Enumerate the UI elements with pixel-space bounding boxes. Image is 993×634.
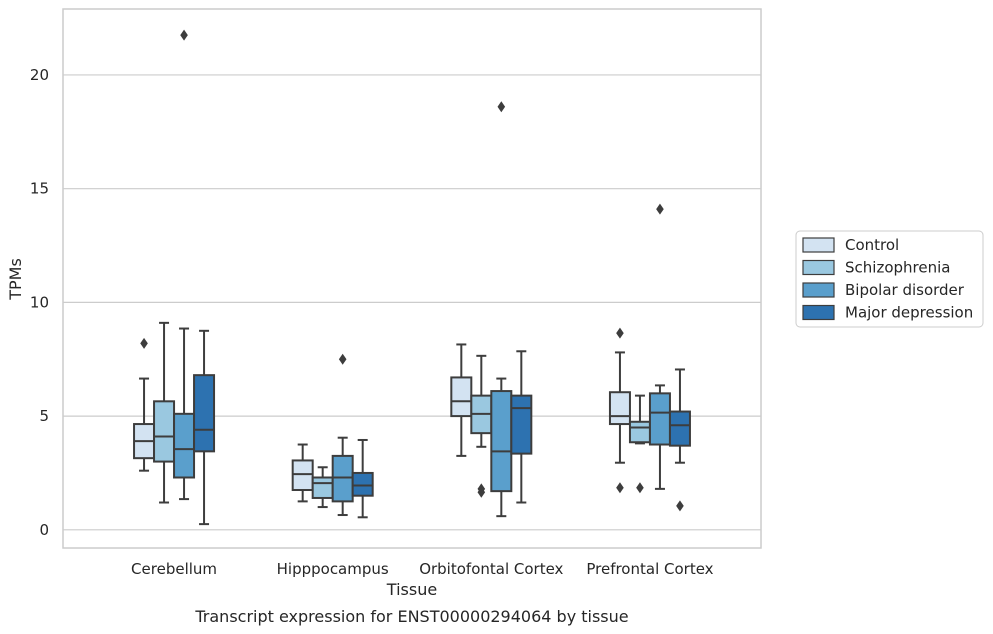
box-iqr <box>628 420 651 444</box>
box-iqr <box>608 391 631 426</box>
box-iqr <box>311 476 334 499</box>
outlier-point <box>497 101 506 113</box>
outlier-point <box>616 327 624 339</box>
box-iqr <box>648 392 671 446</box>
box-control <box>450 343 473 457</box>
box-major-depression <box>351 438 374 519</box>
box-major-depression <box>193 329 216 526</box>
x-axis-title: Tissue <box>386 580 437 599</box>
x-tick-label: Hipppocampus <box>277 560 389 578</box>
outlier-point <box>676 500 684 512</box>
box-iqr <box>510 394 533 455</box>
box-iqr <box>153 400 176 463</box>
box-iqr <box>173 412 196 479</box>
x-tick-label: Cerebellum <box>131 560 217 578</box>
box-control <box>291 443 314 503</box>
box-iqr <box>668 410 691 447</box>
y-tick-labels: 0 5 10 15 20 <box>30 66 49 539</box>
legend-label: Major depression <box>845 304 973 322</box>
outlier-point <box>656 203 664 215</box>
box-major-depression <box>510 350 533 504</box>
chart-caption: Transcript expression for ENST0000029406… <box>194 607 628 626</box>
box-iqr <box>351 471 374 497</box>
legend-frame <box>795 230 984 328</box>
x-tick-label: Prefrontal Cortex <box>586 560 713 578</box>
plot-frame <box>62 8 762 549</box>
y-tick-label: 20 <box>30 66 49 84</box>
outlier-point <box>616 482 624 494</box>
box-schizophrenia <box>470 354 493 498</box>
box-iqr <box>450 376 473 418</box>
y-tick-label: 0 <box>39 521 49 539</box>
box-groups <box>133 29 691 526</box>
box-schizophrenia <box>628 394 651 494</box>
outlier-point <box>636 482 644 494</box>
x-tick-labels: Cerebellum Hipppocampus Orbitofontal Corte… <box>131 560 714 578</box>
legend-swatch <box>802 304 835 321</box>
plot-area <box>63 9 761 548</box>
legend-label: Control <box>845 236 899 254</box>
box-iqr <box>490 390 513 493</box>
box-major-depression <box>668 368 691 512</box>
y-axis-title: TPMs <box>6 258 25 301</box>
legend-label: Bipolar disorder <box>845 281 965 299</box>
outlier-point <box>338 353 347 365</box>
box-schizophrenia <box>311 466 334 509</box>
legend: Control Schizophrenia Bipolar disorder Majo… <box>795 230 984 328</box>
outlier-point <box>477 486 486 498</box>
box-iqr <box>291 459 314 492</box>
y-tick-label: 10 <box>30 293 49 311</box>
box-iqr <box>193 374 216 453</box>
outlier-point <box>140 337 148 349</box>
outlier-point <box>180 29 188 41</box>
box-control <box>608 327 631 494</box>
legend-label: Schizophrenia <box>845 259 950 277</box>
box-bipolar-disorder <box>173 29 196 501</box>
y-tick-label: 15 <box>30 180 49 198</box>
box-bipolar-disorder <box>490 101 513 518</box>
box-iqr <box>331 454 354 503</box>
box-bipolar-disorder <box>331 353 354 517</box>
legend-swatch <box>802 282 835 298</box>
y-tick-label: 5 <box>39 407 49 425</box>
legend-swatch <box>802 237 835 253</box>
x-tick-label: Orbitofontal Cortex <box>419 560 563 578</box>
legend-swatch <box>802 259 835 276</box>
